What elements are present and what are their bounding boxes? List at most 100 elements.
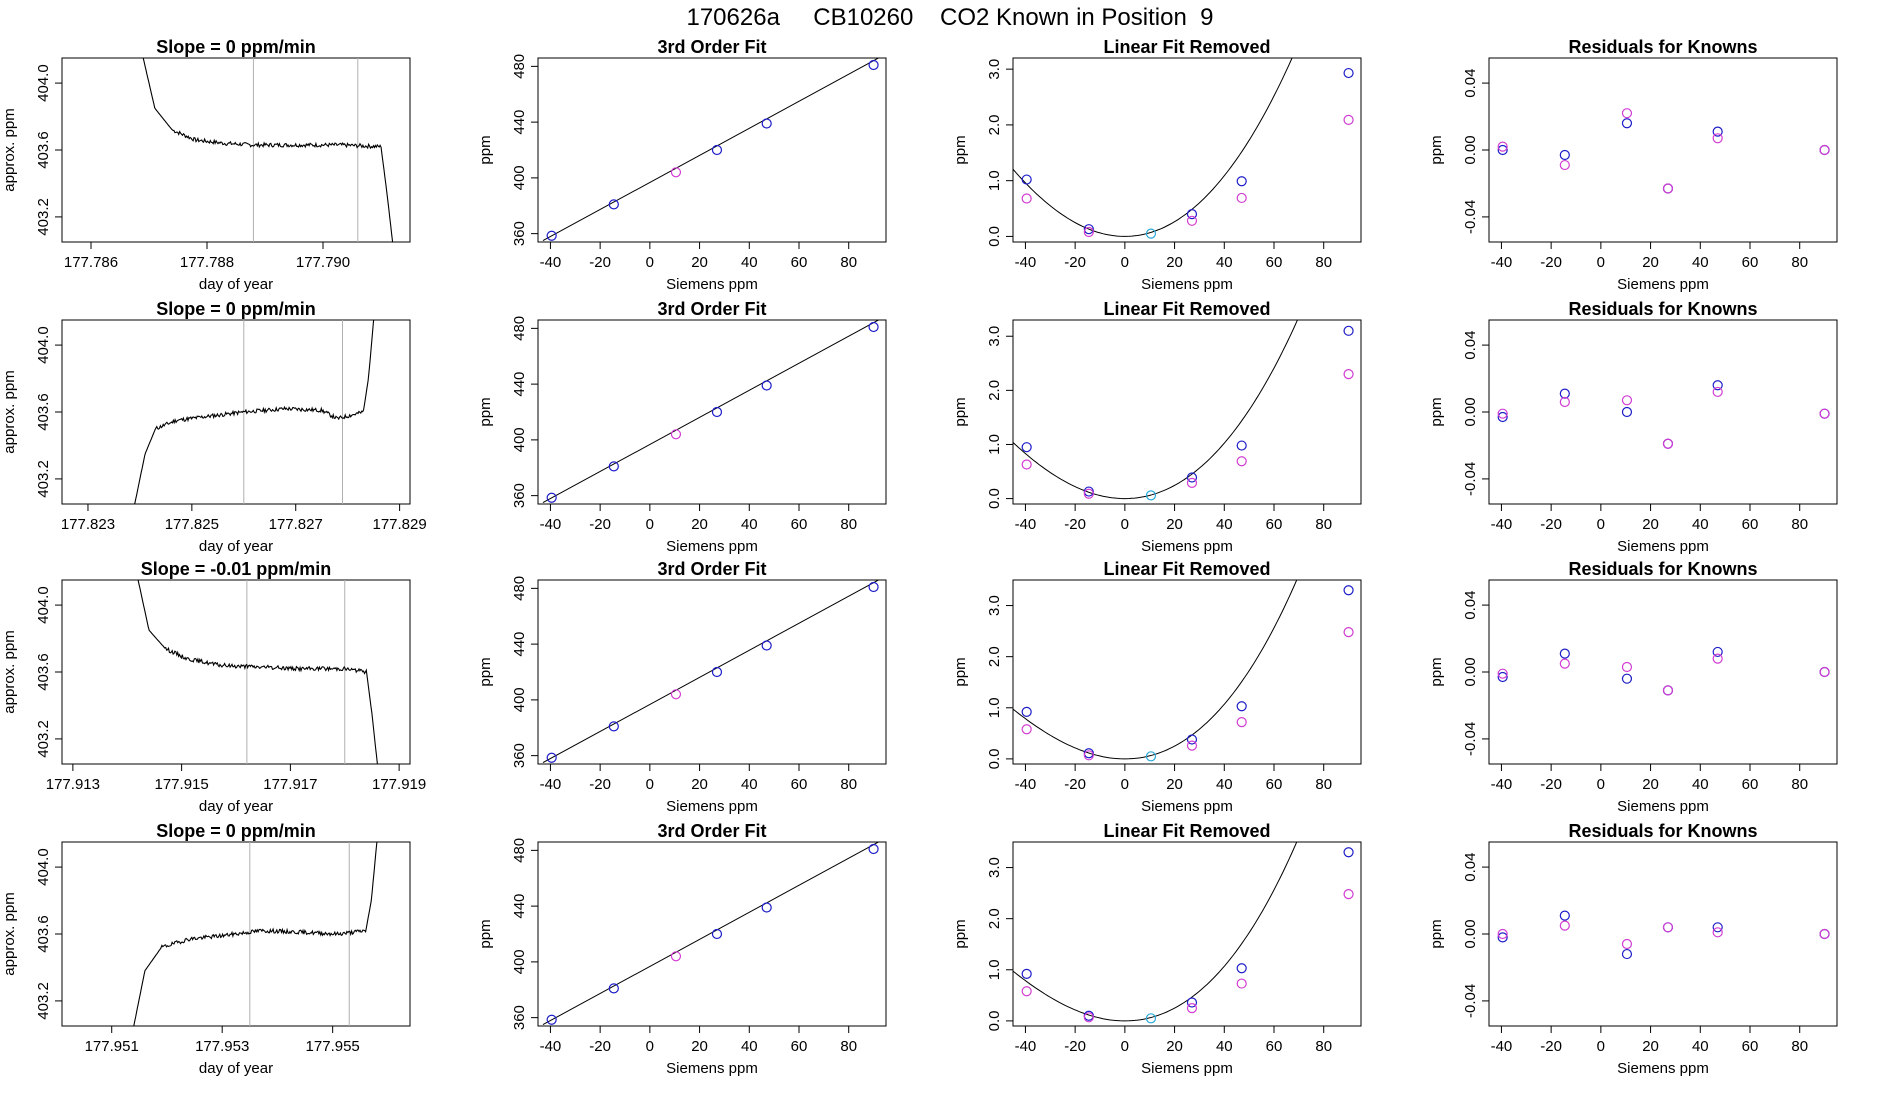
data-point <box>761 380 772 391</box>
chart-panel-13: Slope = 0 ppm/min day of year approx. ppm 1… <box>1 821 411 1077</box>
x-axis-label: Siemens ppm <box>1141 1060 1233 1077</box>
data-point <box>1497 144 1508 156</box>
x-axis-label: Siemens ppm <box>1617 538 1709 555</box>
x-tick-label: -40 <box>540 254 562 271</box>
x-tick-label: 80 <box>840 254 857 271</box>
x-tick-label: 40 <box>741 776 758 793</box>
chart-panel-6: 3rd Order Fit Siemens ppm ppm -40 -20 0 20 40 60… <box>477 299 887 555</box>
chart-panel-15: Linear Fit Removed Siemens ppm ppm -40 -20 0 2… <box>952 821 1362 1077</box>
plot-area <box>142 58 394 242</box>
data-point <box>1186 215 1198 226</box>
data-point <box>1621 118 1633 129</box>
data-point <box>1819 928 1830 940</box>
data-point <box>546 752 557 763</box>
plot-area <box>1497 108 1830 194</box>
x-tick-label: -20 <box>589 776 611 793</box>
x-tick-label: 40 <box>1216 1038 1233 1055</box>
plot-frame <box>537 579 887 765</box>
y-tick-label: 403.2 <box>35 198 52 236</box>
concentration-trace <box>133 842 378 1026</box>
y-tick-label: 480 <box>511 316 528 341</box>
chart-panel-8: Residuals for Knowns Siemens ppm ppm -40 -20… <box>1428 299 1838 555</box>
y-axis-label: ppm <box>477 135 494 164</box>
x-tick-label: -40 <box>540 1038 562 1055</box>
y-axis-label: ppm <box>1428 657 1445 686</box>
data-point <box>1559 658 1570 669</box>
x-tick-label: -20 <box>589 516 611 533</box>
x-tick-label: -20 <box>1540 254 1562 271</box>
y-tick-label: 0.00 <box>1462 397 1479 426</box>
fit-curve <box>1013 58 1293 237</box>
y-tick-label: 403.6 <box>35 915 52 953</box>
data-point <box>1343 847 1354 858</box>
plot-frame <box>537 319 887 505</box>
data-point <box>1497 932 1508 943</box>
x-tick-label: 20 <box>1642 516 1659 533</box>
x-tick-label: 80 <box>1315 254 1332 271</box>
x-tick-label: 80 <box>840 776 857 793</box>
x-tick-label: 80 <box>1315 776 1332 793</box>
data-point <box>1083 226 1094 238</box>
y-tick-label: 0.00 <box>1462 657 1479 686</box>
x-tick-label: 0 <box>1597 254 1605 271</box>
y-axis-label: approx. ppm <box>1 892 18 975</box>
y-tick-label: 0.04 <box>1462 852 1479 881</box>
x-axis-label: day of year <box>199 538 273 555</box>
x-tick-label: -40 <box>1015 254 1037 271</box>
data-point <box>1186 209 1198 220</box>
plot-area <box>542 58 880 242</box>
data-point <box>1621 395 1633 406</box>
data-point <box>1236 440 1247 451</box>
data-point <box>1819 144 1830 156</box>
chart-panel-16: Residuals for Knowns Siemens ppm ppm -40 -20… <box>1428 821 1838 1077</box>
y-tick-label: 403.6 <box>35 653 52 691</box>
concentration-trace <box>142 58 394 242</box>
x-axis-label: Siemens ppm <box>1141 538 1233 555</box>
data-point <box>1712 126 1723 137</box>
x-tick-label: -20 <box>1540 776 1562 793</box>
chart-panel-5: Slope = 0 ppm/min day of year approx. ppm 1… <box>1 299 427 555</box>
x-tick-label: 60 <box>1742 1038 1759 1055</box>
y-axis-label: ppm <box>1428 135 1445 164</box>
chart-panel-3: Linear Fit Removed Siemens ppm ppm -40 -20 0 2… <box>952 37 1362 293</box>
plot-area <box>134 320 375 504</box>
data-point <box>670 167 682 178</box>
x-tick-label: -20 <box>1064 516 1086 533</box>
chart-title: Residuals for Knowns <box>1568 299 1757 319</box>
fit-curve <box>1013 320 1299 500</box>
y-tick-label: 0.04 <box>1462 590 1479 619</box>
data-point <box>1497 671 1508 683</box>
chart-title: Slope = -0.01 ppm/min <box>141 559 332 579</box>
plot-area <box>1013 580 1354 762</box>
y-tick-label: 360 <box>511 221 528 246</box>
chart-panel-11: Linear Fit Removed Siemens ppm ppm -40 -20 0 2… <box>952 559 1362 815</box>
y-tick-label: 3.0 <box>986 59 1003 80</box>
x-tick-label: 20 <box>691 776 708 793</box>
data-point <box>608 461 619 472</box>
data-point <box>1343 889 1354 900</box>
x-tick-label: -20 <box>1540 1038 1562 1055</box>
y-tick-label: 1.0 <box>986 959 1003 980</box>
y-axis-label: approx. ppm <box>1 370 18 453</box>
x-tick-label: 20 <box>1166 516 1183 533</box>
x-axis-label: day of year <box>199 276 273 293</box>
plot-frame <box>61 579 411 765</box>
plot-area <box>542 320 880 504</box>
data-point <box>1343 114 1354 125</box>
data-point <box>1145 751 1157 762</box>
y-tick-label: 480 <box>511 838 528 863</box>
x-tick-label: -40 <box>1491 1038 1513 1055</box>
x-axis-label: day of year <box>199 1060 273 1077</box>
data-point <box>546 492 557 503</box>
chart-title: 3rd Order Fit <box>657 821 766 841</box>
x-tick-label: 177.829 <box>372 516 426 533</box>
data-point <box>1819 408 1830 419</box>
data-point <box>761 118 772 129</box>
x-tick-label: 20 <box>1166 1038 1183 1055</box>
y-tick-label: 0.0 <box>986 226 1003 247</box>
y-tick-label: 0.04 <box>1462 68 1479 97</box>
plot-area <box>133 842 378 1026</box>
data-point <box>1621 108 1633 119</box>
x-axis-label: Siemens ppm <box>1141 798 1233 815</box>
data-point <box>670 689 682 700</box>
